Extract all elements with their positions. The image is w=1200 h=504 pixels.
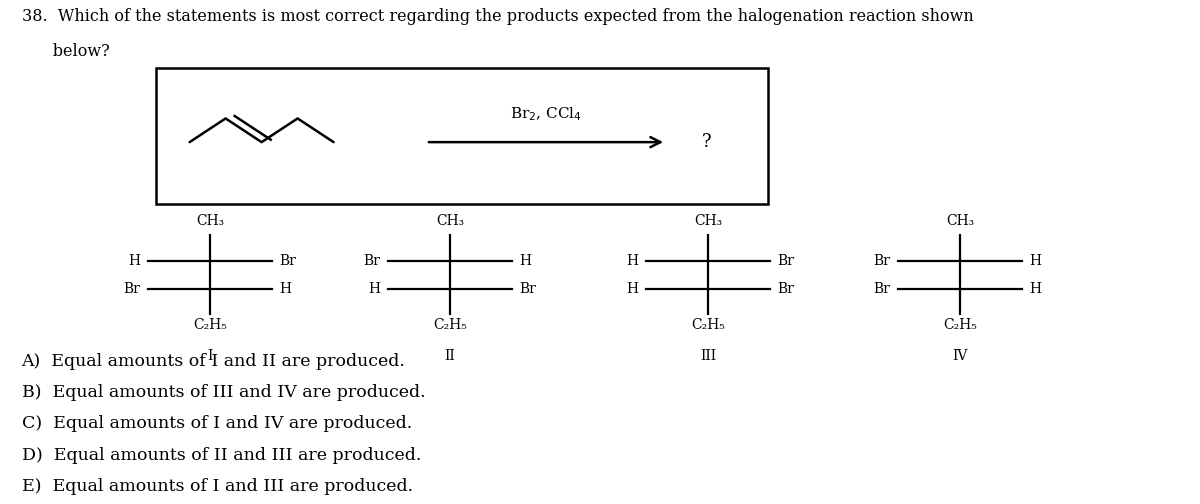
Text: Br: Br (520, 282, 536, 296)
Text: B)  Equal amounts of III and IV are produced.: B) Equal amounts of III and IV are produ… (22, 384, 425, 401)
Text: D)  Equal amounts of II and III are produced.: D) Equal amounts of II and III are produ… (22, 447, 421, 464)
Text: 38.  Which of the statements is most correct regarding the products expected fro: 38. Which of the statements is most corr… (22, 8, 973, 25)
Text: H: H (128, 254, 140, 268)
Text: H: H (280, 282, 292, 296)
Text: C₂H₅: C₂H₅ (691, 318, 725, 332)
Text: Br: Br (124, 282, 140, 296)
Text: H: H (520, 254, 532, 268)
Text: C₂H₅: C₂H₅ (193, 318, 227, 332)
FancyBboxPatch shape (156, 68, 768, 204)
Text: H: H (1030, 254, 1042, 268)
Text: Br: Br (778, 282, 794, 296)
Text: E)  Equal amounts of I and III are produced.: E) Equal amounts of I and III are produc… (22, 478, 413, 495)
Text: II: II (445, 349, 455, 363)
Text: C₂H₅: C₂H₅ (943, 318, 977, 332)
Text: CH₃: CH₃ (196, 214, 224, 228)
Text: Br$_2$, CCl$_4$: Br$_2$, CCl$_4$ (510, 106, 582, 123)
Text: Br: Br (874, 254, 890, 268)
Text: Br: Br (364, 254, 380, 268)
Text: I: I (208, 349, 212, 363)
Text: A)  Equal amounts of I and II are produced.: A) Equal amounts of I and II are produce… (22, 353, 406, 370)
Text: H: H (1030, 282, 1042, 296)
Text: Br: Br (874, 282, 890, 296)
Text: C₂H₅: C₂H₅ (433, 318, 467, 332)
Text: C)  Equal amounts of I and IV are produced.: C) Equal amounts of I and IV are produce… (22, 415, 412, 432)
Text: H: H (626, 254, 638, 268)
Text: IV: IV (953, 349, 967, 363)
Text: H: H (626, 282, 638, 296)
Text: III: III (700, 349, 716, 363)
Text: CH₃: CH₃ (694, 214, 722, 228)
Text: CH₃: CH₃ (436, 214, 464, 228)
Text: ?: ? (702, 133, 712, 151)
Text: Br: Br (280, 254, 296, 268)
Text: Br: Br (778, 254, 794, 268)
Text: below?: below? (22, 43, 109, 60)
Text: CH₃: CH₃ (946, 214, 974, 228)
Text: H: H (368, 282, 380, 296)
